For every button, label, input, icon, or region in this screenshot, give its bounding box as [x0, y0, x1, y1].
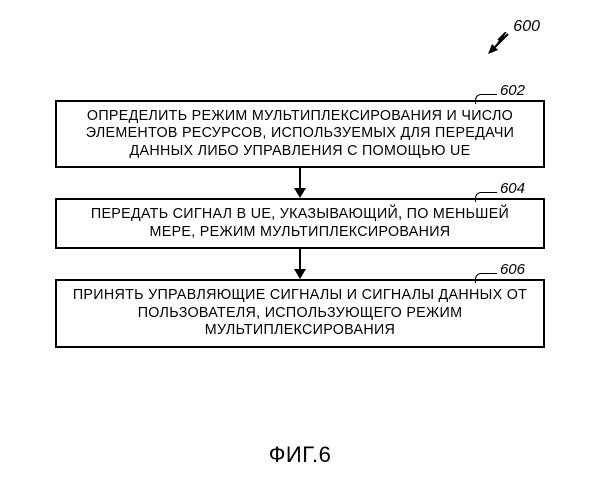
- node-label: 602: [500, 82, 525, 99]
- edge-line: [299, 249, 301, 269]
- node-label: 604: [500, 180, 525, 197]
- arrowhead-down-icon: [294, 188, 306, 198]
- edge-line: [299, 168, 301, 188]
- arrowhead-down-icon: [294, 269, 306, 279]
- label-lead-line: [475, 273, 497, 283]
- figure-caption: ФИГ.6: [0, 442, 600, 468]
- node-box: ПРИНЯТЬ УПРАВЛЯЮЩИЕ СИГНАЛЫ И СИГНАЛЫ ДА…: [55, 279, 545, 347]
- edge-arrow: [294, 168, 306, 198]
- flowchart-container: 602 ОПРЕДЕЛИТЬ РЕЖИМ МУЛЬТИПЛЕКСИРОВАНИЯ…: [55, 100, 545, 348]
- edge-arrow: [294, 249, 306, 279]
- node-label: 606: [500, 261, 525, 278]
- flow-node: 606 ПРИНЯТЬ УПРАВЛЯЮЩИЕ СИГНАЛЫ И СИГНАЛ…: [55, 279, 545, 347]
- node-box: ПЕРЕДАТЬ СИГНАЛ В UE, УКАЗЫВАЮЩИЙ, ПО МЕ…: [55, 198, 545, 249]
- figure-ref-arrow: [486, 32, 510, 61]
- flow-node: 604 ПЕРЕДАТЬ СИГНАЛ В UE, УКАЗЫВАЮЩИЙ, П…: [55, 198, 545, 249]
- label-lead-line: [475, 192, 497, 202]
- label-lead-line: [475, 94, 497, 104]
- flow-node: 602 ОПРЕДЕЛИТЬ РЕЖИМ МУЛЬТИПЛЕКСИРОВАНИЯ…: [55, 100, 545, 168]
- node-box: ОПРЕДЕЛИТЬ РЕЖИМ МУЛЬТИПЛЕКСИРОВАНИЯ И Ч…: [55, 100, 545, 168]
- figure-ref-label: 600: [513, 18, 540, 36]
